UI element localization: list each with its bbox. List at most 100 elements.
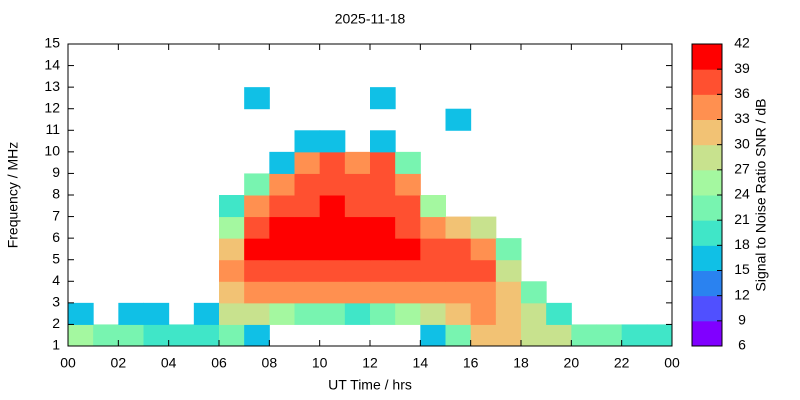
colorbar-tick-label: 12 [734, 286, 750, 302]
heatmap-cell [445, 281, 472, 304]
heatmap-cell [269, 151, 295, 174]
colorbar-tick-label: 36 [734, 85, 750, 101]
colorbar-segment [692, 220, 722, 246]
y-tick-label: 6 [52, 229, 60, 245]
heatmap-cell [294, 281, 321, 304]
heatmap-cell [344, 238, 371, 261]
heatmap-cell [294, 259, 321, 282]
heatmap-cell [319, 173, 346, 196]
heatmap-cell [269, 216, 295, 239]
heatmap-cell [193, 324, 220, 347]
heatmap-cell [244, 302, 270, 325]
heatmap-cell [344, 259, 371, 282]
heatmap-cell [395, 302, 421, 325]
heatmap-cell [495, 324, 522, 347]
x-tick-label: 08 [262, 355, 278, 371]
heatmap-cell [370, 238, 396, 261]
heatmap-cell [294, 216, 321, 239]
heatmap-cell [68, 324, 94, 347]
heatmap-cell [646, 324, 673, 347]
y-tick-label: 9 [52, 164, 60, 180]
heatmap-cell [395, 238, 421, 261]
x-tick-label: 04 [161, 355, 177, 371]
y-tick-label: 12 [44, 99, 60, 115]
heatmap-cell [370, 281, 396, 304]
heatmap-cell [546, 324, 572, 347]
heatmap-cell [370, 216, 396, 239]
x-tick-label: 00 [60, 355, 76, 371]
heatmap-cell [445, 216, 472, 239]
y-tick-label: 11 [45, 121, 60, 137]
colorbar-tick-label: 18 [734, 236, 750, 252]
heatmap-cell [244, 173, 270, 196]
heatmap-cell [294, 151, 321, 174]
heatmap-cell [244, 216, 270, 239]
heatmap-cell [319, 259, 346, 282]
heatmap-cell [219, 216, 245, 239]
y-tick-label: 5 [52, 250, 60, 266]
heatmap-cell [344, 281, 371, 304]
heatmap-cell [420, 216, 446, 239]
heatmap-cell [420, 302, 446, 325]
heatmap-cell [344, 195, 371, 218]
heatmap-cell [546, 302, 572, 325]
heatmap-cell [470, 324, 497, 347]
heatmap-cell [395, 259, 421, 282]
colorbar-tick-label: 24 [734, 186, 750, 202]
heatmap-cell [470, 259, 497, 282]
colorbar-tick-label: 15 [734, 261, 750, 277]
colorbar-label: Signal to Noise Ratio SNR / dB [753, 99, 769, 292]
y-tick-label: 10 [44, 143, 60, 159]
heatmap-cell [244, 87, 270, 110]
y-tick-label: 2 [52, 315, 60, 331]
colorbar-tick-label: 21 [734, 211, 750, 227]
heatmap-cell [596, 324, 623, 347]
heatmap-cell [244, 238, 270, 261]
heatmap-cell [118, 324, 144, 347]
x-tick-label: 18 [513, 355, 529, 371]
y-tick-label: 3 [52, 294, 60, 310]
x-tick-label: 14 [413, 355, 429, 371]
colorbar-tick-label: 9 [738, 312, 746, 328]
heatmap-cell [244, 259, 270, 282]
heatmap-cell [244, 281, 270, 304]
y-tick-label: 8 [52, 186, 60, 202]
heatmap-cell [495, 281, 522, 304]
heatmap-cell [370, 302, 396, 325]
heatmap-cell [470, 302, 497, 325]
x-tick-label: 10 [312, 355, 328, 371]
heatmap-cell [319, 151, 346, 174]
colorbar-segment [692, 119, 722, 146]
heatmap-cell [370, 259, 396, 282]
heatmap-cell [621, 324, 648, 347]
heatmap-cell [319, 195, 346, 218]
heatmap-cell [370, 130, 396, 153]
heatmap-cell [269, 302, 295, 325]
heatmap-cell [219, 259, 245, 282]
heatmap-cell [344, 302, 371, 325]
heatmap-cell [370, 87, 396, 110]
heatmap-cell [269, 281, 295, 304]
heatmap-cell [168, 324, 195, 347]
heatmap-cell [445, 108, 472, 131]
colorbar-segment [692, 144, 722, 171]
colorbar-tick-label: 39 [734, 60, 750, 76]
colorbar-tick-label: 6 [738, 337, 746, 353]
heatmap-cell [269, 173, 295, 196]
colorbar-segment [692, 169, 722, 196]
heatmap-cell [344, 216, 371, 239]
x-tick-label: 00 [664, 355, 680, 371]
colorbar-tick-label: 27 [734, 161, 750, 177]
heatmap-cell [319, 238, 346, 261]
heatmap-cell [143, 324, 170, 347]
heatmap-cell [319, 130, 346, 153]
heatmap-cell [219, 302, 245, 325]
colorbar-segment [692, 270, 722, 297]
heatmap-cell [470, 281, 497, 304]
heatmap-cell [294, 302, 321, 325]
colorbar-segment [692, 44, 722, 70]
heatmap-cell [521, 324, 547, 347]
heatmap-cell [445, 259, 472, 282]
colorbar-tick-label: 33 [734, 110, 750, 126]
